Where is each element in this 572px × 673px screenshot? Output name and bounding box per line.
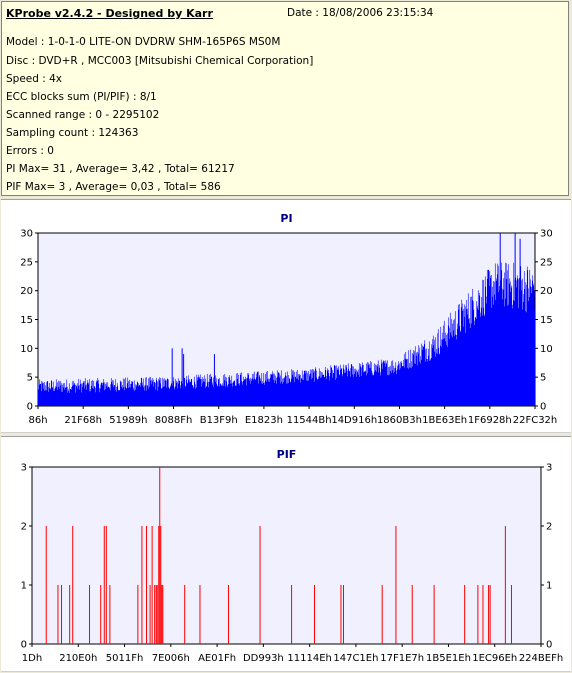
pi-xtick-label: 86h: [28, 415, 47, 426]
pi-ytick-label-right: 0: [540, 402, 546, 413]
pi-summary-line: PI Max= 31 , Average= 3,42 , Total= 6121…: [6, 163, 235, 175]
pi-chart: PI 0 0 5 5 10 10 15 15 20 20 25 25 30 30 86h 21F68h 51989…: [20, 212, 558, 426]
pif-xtick-label: AE01Fh: [198, 653, 236, 664]
pi-ytick-label-left: 20: [20, 286, 33, 297]
pi-ytick-label-left: 25: [20, 257, 33, 268]
pi-xtick-label: 14D916h: [331, 415, 377, 426]
pi-ytick-label-left: 30: [20, 229, 33, 240]
pi-ytick-label-right: 20: [540, 286, 553, 297]
pif-xtick-label: 1Dh: [22, 653, 42, 664]
pi-xtick-label: 21F68h: [64, 415, 102, 426]
pif-ytick-label-right: 2: [546, 522, 552, 533]
sampling-count-line: Sampling count : 124363: [6, 127, 139, 139]
pif-ytick-label-right: 3: [546, 463, 552, 474]
model-line: Model : 1-0-1-0 LITE-ON DVDRW SHM-165P6S…: [6, 36, 281, 48]
pif-summary-line: PIF Max= 3 , Average= 0,03 , Total= 586: [6, 181, 221, 193]
pi-xtick-label: 1BE63Eh: [422, 415, 467, 426]
pi-ytick-label-right: 10: [540, 344, 553, 355]
app-title: KProbe v2.4.2 - Designed by Karr: [6, 7, 213, 20]
pif-xtick-label: 5011Fh: [106, 653, 144, 664]
pi-ytick-label-right: 25: [540, 257, 553, 268]
pif-xtick-label: 210E0h: [59, 653, 97, 664]
pif-chart: PIF 0 0 1 1 2 2 3 3 1Dh 210E0h 5011Fh 7E006h AE01Fh DD…: [21, 448, 564, 664]
pi-ytick-label-left: 5: [27, 373, 33, 384]
pi-xtick-label: E1823h: [245, 415, 283, 426]
pif-xtick-label: 17F1E7h: [380, 653, 424, 664]
pif-ytick-label-left: 3: [21, 463, 27, 474]
errors-line: Errors : 0: [6, 145, 54, 157]
pi-ytick-label-left: 10: [20, 344, 33, 355]
pi-xtick-label: 51989h: [109, 415, 147, 426]
pi-xtick-label: 1F6928h: [468, 415, 512, 426]
pif-xtick-label: 224BEFh: [519, 653, 563, 664]
pif-xtick-label: 7E006h: [152, 653, 190, 664]
pi-chart-panel: PI 0 0 5 5 10 10 15 15 20 20 25 25 30 30 86h 21F68h 51989…: [1, 199, 571, 433]
pif-xtick-label: 147C1Eh: [333, 653, 378, 664]
pi-ytick-label-left: 15: [20, 315, 33, 326]
pif-xtick-label: DD993h: [243, 653, 284, 664]
pi-xtick-label: 1860B3h: [377, 415, 422, 426]
pif-ytick-label-right: 1: [546, 581, 552, 592]
pif-ytick-label-left: 1: [21, 581, 27, 592]
info-panel: KProbe v2.4.2 - Designed by Karr Date : …: [1, 1, 569, 196]
pif-chart-title: PIF: [277, 448, 297, 461]
pif-xtick-label: 1EC96Eh: [472, 653, 517, 664]
pi-xtick-label: 22FC32h: [513, 415, 558, 426]
pif-chart-panel: PIF 0 0 1 1 2 2 3 3 1Dh 210E0h 5011Fh 7E006h AE01Fh DD…: [1, 436, 571, 672]
pi-ytick-label-right: 15: [540, 315, 553, 326]
disc-line: Disc : DVD+R , MCC003 [Mitsubishi Chemic…: [6, 55, 314, 67]
pi-ytick-label-left: 0: [27, 402, 33, 413]
pi-ytick-label-right: 5: [540, 373, 546, 384]
scanned-range-line: Scanned range : 0 - 2295102: [6, 109, 160, 121]
pif-xtick-label: 1B5E1Eh: [426, 653, 471, 664]
speed-line: Speed : 4x: [6, 73, 63, 85]
pi-xtick-label: 8088Fh: [155, 415, 193, 426]
pi-xtick-label: B13F9h: [200, 415, 238, 426]
pif-ytick-label-left: 0: [21, 640, 27, 651]
pi-chart-title: PI: [280, 212, 292, 225]
scan-date: Date : 18/08/2006 23:15:34: [287, 7, 434, 19]
pi-ytick-label-right: 30: [540, 229, 553, 240]
pif-xtick-label: 11114Eh: [287, 653, 331, 664]
pif-ytick-label-right: 0: [546, 640, 552, 651]
ecc-line: ECC blocks sum (PI/PIF) : 8/1: [6, 91, 157, 103]
pi-series: [37, 262, 536, 406]
pif-ytick-label-left: 2: [21, 522, 27, 533]
pif-plot-area: [31, 466, 542, 645]
pi-xtick-label: 11544Bh: [287, 415, 332, 426]
